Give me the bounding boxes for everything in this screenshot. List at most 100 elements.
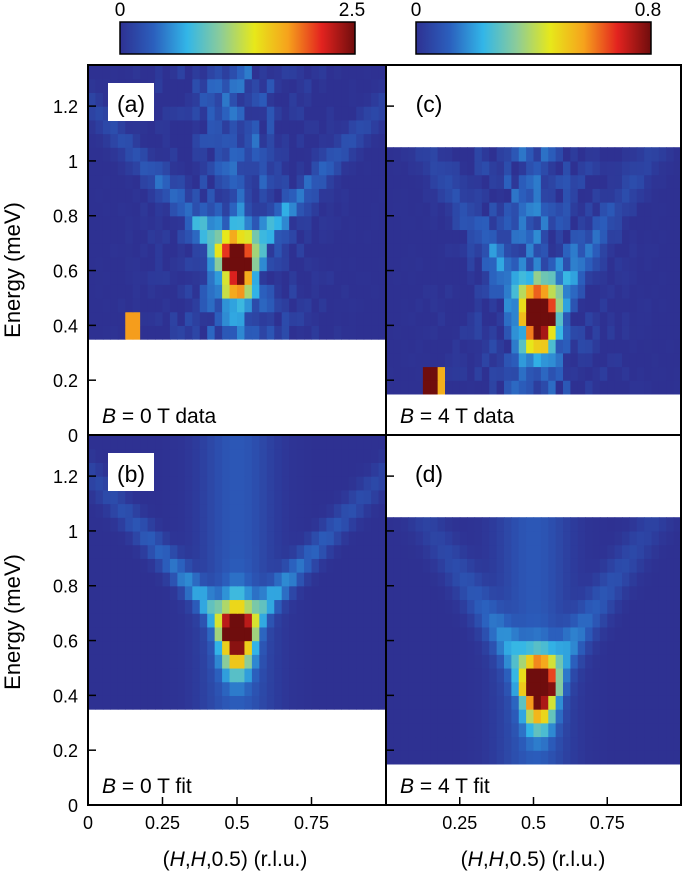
- heatmap-cell: [592, 517, 601, 532]
- heatmap-cell: [445, 297, 453, 313]
- heatmap-cell: [326, 462, 335, 477]
- heatmap-cell: [296, 558, 305, 573]
- heatmap-cell: [281, 448, 290, 463]
- heatmap-cell: [415, 709, 424, 724]
- heatmap-cell: [356, 544, 365, 559]
- heatmap-cell: [348, 188, 357, 203]
- heatmap-cell: [125, 188, 134, 203]
- heatmap-cell: [533, 640, 542, 655]
- heatmap-cell: [437, 311, 446, 326]
- heatmap-cell: [445, 202, 453, 217]
- heatmap-cell: [333, 435, 342, 450]
- heatmap-cell: [311, 640, 320, 655]
- heatmap-cell: [437, 147, 446, 162]
- heatmap-cell: [651, 202, 660, 217]
- heatmap-cell: [496, 544, 505, 559]
- heatmap-cell: [162, 174, 171, 189]
- heatmap-cell: [548, 202, 557, 217]
- heatmap-cell: [459, 311, 468, 326]
- heatmap-cell: [607, 311, 616, 326]
- heatmap-cell: [363, 558, 372, 573]
- heatmap-cell: [526, 722, 535, 738]
- heatmap-cell: [622, 736, 630, 751]
- heatmap-cell: [266, 174, 275, 189]
- heatmap-cell: [658, 722, 667, 738]
- heatmap-cell: [356, 503, 365, 518]
- heatmap-cell: [666, 256, 675, 272]
- heatmap-cell: [155, 256, 164, 272]
- heatmap-cell: [555, 243, 564, 258]
- heatmap-cell: [636, 202, 645, 217]
- heatmap-cell: [673, 352, 682, 368]
- heatmap-cell: [318, 297, 327, 313]
- heatmap-cell: [644, 243, 653, 258]
- heatmap-cell: [430, 695, 439, 710]
- heatmap-cell: [518, 380, 527, 395]
- heatmap-cell: [386, 667, 394, 683]
- heatmap-cell: [155, 640, 164, 655]
- heatmap-cell: [102, 613, 111, 628]
- heatmap-cell: [599, 325, 608, 340]
- heatmap-cell: [356, 695, 365, 710]
- heatmap-cell: [318, 517, 327, 532]
- heatmap-cell: [117, 297, 126, 313]
- heatmap-cell: [266, 503, 275, 518]
- heatmap-cell: [155, 654, 164, 669]
- heatmap-cell: [311, 462, 320, 477]
- heatmap-cell: [504, 311, 512, 326]
- heatmap-cell: [296, 435, 305, 450]
- heatmap-cell: [274, 106, 283, 121]
- heatmap-cell: [274, 325, 283, 340]
- heatmap-cell: [184, 229, 193, 244]
- heatmap-cell: [666, 558, 675, 573]
- heatmap-cell: [430, 626, 439, 642]
- heatmap-cell: [577, 558, 586, 573]
- heatmap-cell: [504, 297, 512, 313]
- heatmap-cell: [237, 489, 246, 505]
- heatmap-cell: [430, 517, 439, 532]
- heatmap-cell: [467, 174, 476, 189]
- heatmap-cell: [214, 585, 223, 601]
- heatmap-cell: [371, 243, 380, 258]
- heatmap-cell: [363, 92, 372, 107]
- heatmap-cell: [140, 256, 149, 272]
- heatmap-cell: [214, 174, 223, 189]
- heatmap-cell: [140, 284, 149, 299]
- heatmap-cell: [214, 229, 223, 244]
- heatmap-cell: [422, 311, 431, 326]
- heatmap-cell: [289, 681, 298, 696]
- heatmap-cell: [666, 640, 675, 655]
- heatmap-cell: [408, 695, 417, 710]
- heatmap-cell: [318, 654, 327, 669]
- heatmap-cell: [526, 613, 535, 628]
- heatmap-cell: [585, 325, 594, 340]
- heatmap-cell: [311, 448, 320, 463]
- heatmap-cell: [222, 119, 231, 135]
- heatmap-cell: [636, 736, 645, 751]
- heatmap-cell: [281, 435, 290, 450]
- heatmap-cell: [199, 270, 208, 285]
- heatmap-cell: [577, 640, 586, 655]
- heatmap-cell: [169, 311, 178, 326]
- heatmap-cell: [214, 681, 223, 696]
- heatmap-cell: [192, 517, 201, 532]
- heatmap-cell: [88, 572, 97, 587]
- heatmap-cell: [533, 585, 542, 601]
- heatmap-cell: [341, 544, 350, 559]
- heatmap-cell: [266, 147, 275, 162]
- heatmap-cell: [393, 366, 402, 381]
- heatmap-cell: [489, 517, 498, 532]
- y-tick-label: 0: [68, 796, 78, 816]
- heatmap-cell: [378, 188, 387, 203]
- heatmap-cell: [467, 325, 476, 340]
- heatmap-cell: [222, 667, 231, 683]
- heatmap-cell: [95, 78, 104, 93]
- heatmap-cell: [371, 517, 380, 532]
- heatmap-cell: [237, 599, 246, 614]
- heatmap-cell: [177, 202, 186, 217]
- panel-d-heatmap: [386, 517, 682, 765]
- heatmap-cell: [117, 544, 126, 559]
- heatmap-cell: [437, 174, 446, 189]
- heatmap-cell: [281, 599, 290, 614]
- heatmap-cell: [563, 311, 571, 326]
